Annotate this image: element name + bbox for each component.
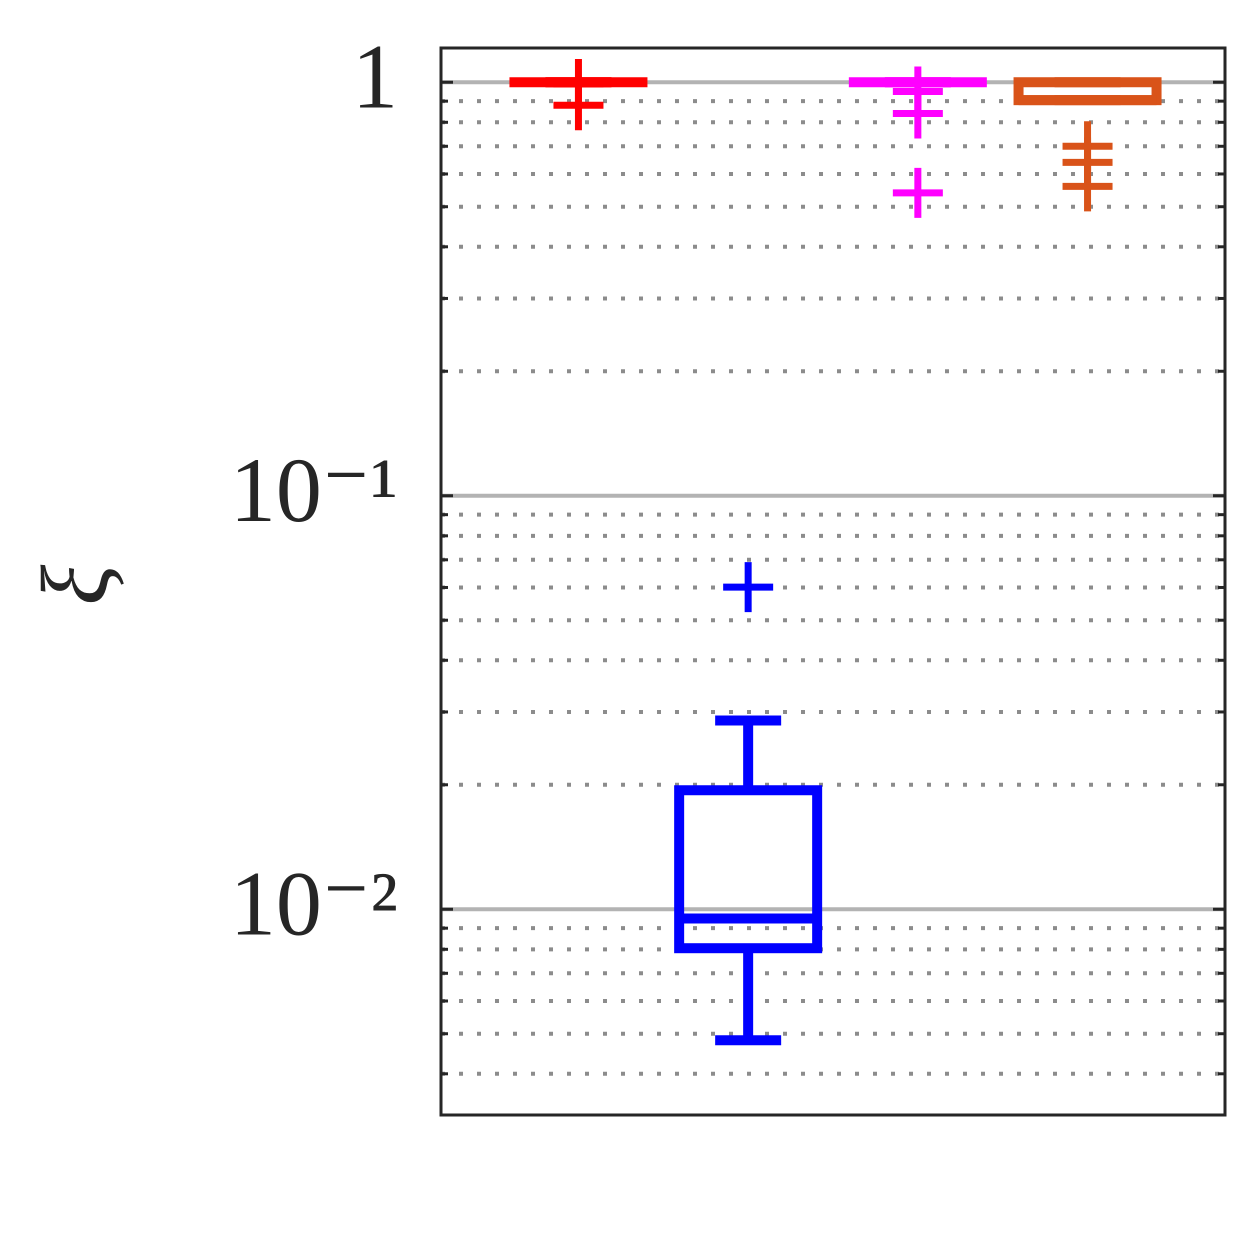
outlier <box>553 80 604 131</box>
outlier <box>892 88 943 139</box>
y-tick-label: 1 <box>352 25 398 127</box>
outlier <box>892 167 943 218</box>
box <box>674 785 823 954</box>
y-axis-label: ξ <box>22 564 128 605</box>
outlier <box>723 562 774 613</box>
outlier <box>1062 161 1113 212</box>
y-tick-label: 10⁻² <box>230 852 398 954</box>
y-tick-label: 10⁻¹ <box>230 439 398 541</box>
plot-frame <box>439 46 1227 1117</box>
